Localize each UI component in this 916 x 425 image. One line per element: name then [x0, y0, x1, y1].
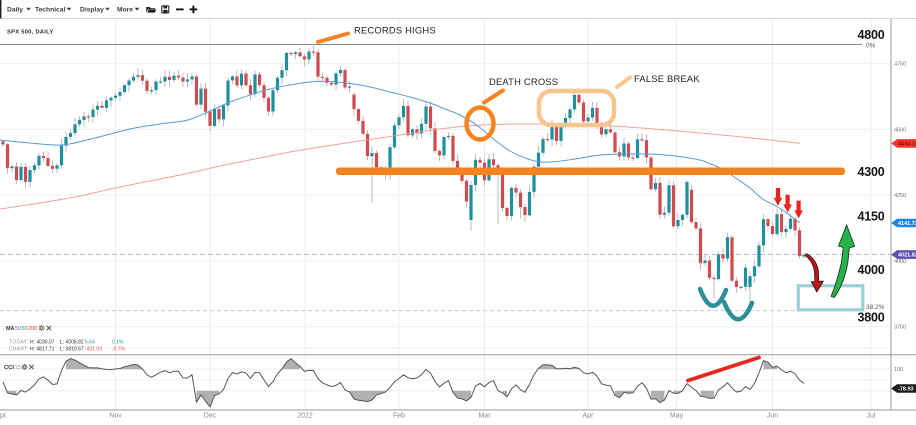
svg-text:4500: 4500 [894, 127, 906, 133]
svg-text:0.1%: 0.1% [112, 340, 124, 346]
svg-text:4141.72: 4141.72 [898, 221, 916, 227]
svg-text:Jul: Jul [867, 413, 876, 420]
svg-text:-431.03: -431.03 [85, 347, 102, 353]
svg-text:FALSE BREAK: FALSE BREAK [634, 73, 700, 84]
svg-text:0%: 0% [866, 43, 876, 50]
svg-text:May: May [670, 413, 684, 420]
svg-text:100: 100 [894, 367, 903, 373]
svg-text:Daily: Daily [7, 7, 23, 14]
svg-text:38.2%: 38.2% [866, 304, 885, 311]
svg-text:More: More [117, 7, 133, 14]
svg-text:5.64: 5.64 [85, 340, 95, 346]
svg-text:2022: 2022 [297, 413, 313, 420]
svg-text:4750: 4750 [894, 62, 906, 68]
svg-text:4000: 4000 [857, 263, 884, 277]
svg-text:Apr: Apr [583, 413, 595, 420]
svg-text:H: 4817.71: H: 4817.71 [30, 347, 55, 353]
svg-text:4000: 4000 [894, 259, 906, 265]
svg-text:CCI15: CCI15 [4, 365, 21, 371]
svg-text:CHART:: CHART: [9, 347, 29, 353]
svg-text:Mar: Mar [478, 413, 491, 420]
svg-text:pt: pt [0, 413, 6, 420]
svg-text:4800: 4800 [857, 28, 884, 42]
svg-text:Jun: Jun [767, 413, 778, 420]
svg-text:3800: 3800 [857, 311, 884, 325]
svg-text:-78.93: -78.93 [898, 387, 914, 393]
svg-text:-9.7%: -9.7% [112, 347, 126, 353]
svg-text:DEATH CROSS: DEATH CROSS [489, 76, 558, 87]
svg-text:RECORDS HIGHS: RECORDS HIGHS [354, 25, 436, 36]
svg-text:H: 4030.07: H: 4030.07 [30, 340, 55, 346]
svg-text:4021.82: 4021.82 [898, 253, 916, 259]
svg-text:Technical: Technical [35, 7, 65, 14]
svg-text:Dec: Dec [204, 413, 217, 420]
svg-text:3750: 3750 [894, 325, 906, 331]
svg-text:MA5050200: MA5050200 [6, 326, 37, 332]
svg-text:4250: 4250 [894, 193, 906, 199]
svg-text:4444.14: 4444.14 [898, 141, 916, 147]
svg-text:4150: 4150 [857, 210, 884, 224]
svg-text:Display: Display [80, 7, 104, 14]
svg-text:Nov: Nov [109, 413, 122, 420]
svg-text:4300: 4300 [857, 165, 884, 179]
svg-text:TODAY:: TODAY: [9, 340, 29, 346]
svg-text:L: 3810.57: L: 3810.57 [60, 347, 84, 353]
svg-text:SPX 500, DAILY: SPX 500, DAILY [7, 30, 53, 36]
svg-text:L: 4008.82: L: 4008.82 [60, 340, 84, 346]
svg-text:Feb: Feb [393, 413, 405, 420]
